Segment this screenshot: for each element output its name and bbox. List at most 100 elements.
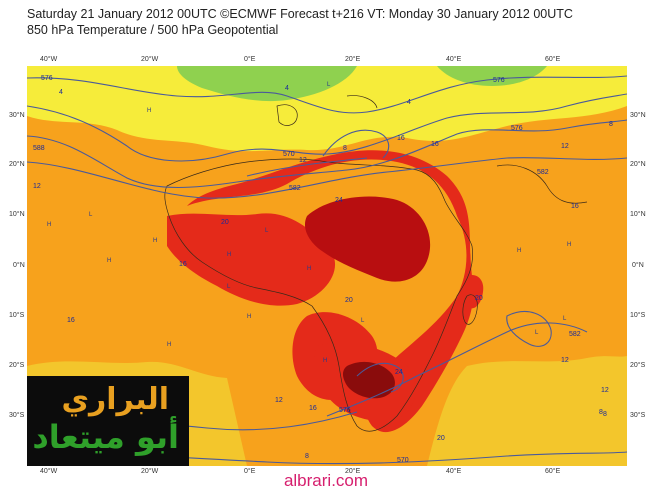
pressure-marker: H (47, 222, 51, 228)
coastlines (164, 95, 588, 432)
contour-label: 24 (395, 369, 403, 376)
contour-label: 20 (475, 295, 483, 302)
geopotential-label: 588 (33, 145, 45, 152)
tick-bottom: 40°E (446, 468, 462, 475)
contour-label: 12 (299, 157, 307, 164)
temperature-contour-labels: 4 4 4 8 8 8 12 12 12 12 12 16 16 16 16 1… (33, 85, 613, 460)
contour-label: 8 (305, 453, 309, 460)
pressure-marker: H (167, 342, 171, 348)
contour-label: 8 (609, 121, 613, 128)
pressure-marker: L (89, 212, 93, 218)
tick-right: 30°S (630, 412, 646, 419)
temperature-field-darkred-north (304, 196, 431, 282)
pressure-marker: L (265, 228, 269, 234)
contour-label: 8 (603, 411, 607, 418)
temperature-field-green (177, 66, 357, 102)
logo-line-1: البراري (61, 382, 169, 417)
contour-label: 20 (345, 297, 353, 304)
contour-label: 4 (407, 99, 411, 106)
contour-label: 16 (309, 405, 317, 412)
temperature-field-darkred-south (342, 361, 395, 399)
tick-left: 20°S (9, 362, 25, 369)
contour-label: 12 (601, 387, 609, 394)
pressure-marker: H (153, 238, 157, 244)
tick-right: 20°N (630, 161, 646, 168)
title-line-1: Saturday 21 January 2012 00UTC ©ECMWF Fo… (27, 7, 573, 21)
pressure-marker: L (227, 284, 231, 290)
pressure-marker: H (247, 314, 251, 320)
tick-left: 30°S (9, 412, 25, 419)
geopotential-label: 582 (289, 185, 301, 192)
contour-label: 4 (59, 89, 63, 96)
temperature-field-red-madagascar (462, 274, 484, 309)
pressure-marker: L (563, 316, 567, 322)
tick-bottom: 0°E (244, 468, 256, 475)
contour-label: 12 (33, 183, 41, 190)
contour-label: 4 (285, 85, 289, 92)
contour-label: 12 (275, 397, 283, 404)
tick-top: 40°E (446, 56, 462, 63)
tick-bottom: 20°E (345, 468, 361, 475)
logo-line-2: أبو ميتعاد (32, 418, 179, 456)
pressure-marker: H (147, 108, 151, 114)
geopotential-label: 576 (339, 407, 351, 414)
pressure-marker: H (323, 358, 327, 364)
pressure-marker: H (227, 252, 231, 258)
tick-top: 0°E (244, 56, 256, 63)
geopotential-label: 576 (493, 77, 505, 84)
albrari-logo: البراري أبو ميتعاد (27, 376, 189, 466)
geopotential-label: 570 (397, 457, 409, 464)
temperature-field-yellow-southeast (427, 356, 627, 466)
tick-left: 30°N (9, 112, 25, 119)
tick-right: 10°S (630, 312, 646, 319)
tick-left: 10°N (9, 211, 25, 218)
title-line-2: 850 hPa Temperature / 500 hPa Geopotenti… (27, 23, 279, 37)
contour-label: 24 (335, 197, 343, 204)
contour-label: 8 (599, 409, 603, 416)
pressure-marker: H (107, 258, 111, 264)
contour-label: 20 (221, 219, 229, 226)
tick-left: 10°S (9, 312, 25, 319)
contour-label: 12 (561, 143, 569, 150)
pressure-marker: H (307, 266, 311, 272)
pressure-marker: H (517, 248, 521, 254)
tick-left: 20°N (9, 161, 25, 168)
contour-label: 12 (561, 357, 569, 364)
map-title: Saturday 21 January 2012 00UTC ©ECMWF Fo… (27, 6, 573, 38)
tick-bottom: 40°W (40, 468, 58, 475)
contour-label: 16 (397, 135, 405, 142)
geopotential-label: 576 (511, 125, 523, 132)
tick-top: 40°W (40, 56, 58, 63)
tick-right: 30°N (630, 112, 646, 119)
tick-top: 20°W (141, 56, 159, 63)
pressure-marker: L (327, 82, 331, 88)
temperature-field-red (187, 150, 474, 433)
pressure-marker: L (361, 318, 365, 324)
contour-label: 16 (431, 141, 439, 148)
tick-right: 0°N (632, 262, 644, 269)
map-canvas: 4 4 4 8 8 8 12 12 12 12 12 16 16 16 16 1… (27, 66, 627, 466)
geopotential-label: 576 (41, 75, 53, 82)
temperature-field-green-east (437, 66, 547, 86)
contour-label: 8 (343, 145, 347, 152)
tick-right: 20°S (630, 362, 646, 369)
tick-top: 20°E (345, 56, 361, 63)
geopotential-label: 570 (283, 151, 295, 158)
pressure-marker: L (535, 330, 539, 336)
tick-bottom: 20°W (141, 468, 159, 475)
site-watermark: albrari.com (283, 471, 369, 490)
tick-left: 0°N (13, 262, 25, 269)
tick-top: 60°E (545, 56, 561, 63)
contour-label: 16 (179, 261, 187, 268)
geopotential-label: 582 (537, 169, 549, 176)
forecast-map[interactable]: 4 4 4 8 8 8 12 12 12 12 12 16 16 16 16 1… (27, 66, 627, 466)
geopotential-contours (27, 75, 627, 465)
geopotential-label: 582 (569, 331, 581, 338)
contour-label: 16 (571, 203, 579, 210)
pressure-marker: H (567, 242, 571, 248)
contour-label: 16 (67, 317, 75, 324)
tick-right: 10°N (630, 211, 646, 218)
temperature-field-red-west (167, 213, 336, 306)
contour-label: 20 (437, 435, 445, 442)
geopotential-labels: 576 576 570 576 582 588 582 582 576 570 (33, 75, 581, 464)
